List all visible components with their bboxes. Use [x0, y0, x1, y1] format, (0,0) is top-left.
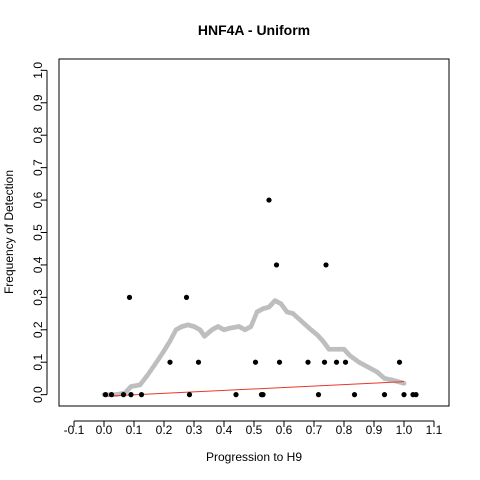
data-point [276, 359, 283, 365]
x-tick-label: -0.1 [64, 423, 85, 437]
data-point [401, 392, 407, 398]
x-tick-label: 0.1 [126, 423, 143, 437]
data-point [321, 359, 328, 365]
x-tick-label: 0.6 [276, 423, 293, 437]
x-tick-label: 0.7 [306, 423, 323, 437]
y-tick-label: 0.9 [31, 94, 45, 111]
data-point [333, 359, 340, 365]
data-point [351, 392, 358, 398]
plot-frame [58, 58, 450, 407]
data-point [167, 359, 173, 365]
x-axis-label: Progression to H9 [206, 450, 302, 464]
data-point [195, 359, 202, 365]
data-point [108, 392, 115, 398]
data-point [413, 392, 419, 398]
data-point [273, 262, 280, 268]
data-point [315, 392, 322, 398]
data-point [183, 294, 190, 300]
data-point [381, 392, 388, 398]
data-point [120, 392, 127, 398]
x-tick-label: 0.3 [186, 423, 203, 437]
y-tick-label: 0.6 [31, 191, 45, 208]
x-tick-label: 0.5 [246, 423, 263, 437]
x-tick-label: 0.0 [96, 423, 113, 437]
y-tick-label: 0.5 [31, 224, 45, 241]
chart-title: HNF4A - Uniform [198, 22, 310, 38]
y-axis-label: Frequency of Detection [2, 170, 16, 294]
y-tick-label: 0.0 [31, 386, 45, 403]
y-tick-label: 0.3 [31, 289, 45, 306]
data-point [396, 359, 403, 365]
x-tick-label: 1.0 [396, 423, 413, 437]
data-point [102, 392, 109, 398]
x-tick-label: 0.4 [216, 423, 233, 437]
data-point [252, 359, 259, 365]
x-tick-label: 0.8 [336, 423, 353, 437]
data-point [266, 197, 272, 203]
axes: -0.1 0.0 0.1 0.2 0.3 0.4 0.5 0.6 0.7 0.8 0.9 1.0 1.1… [31, 58, 450, 437]
data-point [233, 392, 239, 398]
data-point [126, 294, 133, 300]
regression-line [103, 381, 405, 397]
y-tick-label: 0.1 [31, 354, 45, 371]
x-tick-label: 1.1 [426, 423, 443, 437]
data-point [186, 392, 193, 398]
plot-area [101, 197, 419, 398]
x-tick-label: 0.2 [156, 423, 173, 437]
y-tick-label: 1.0 [31, 62, 45, 79]
data-point [260, 392, 266, 398]
y-tick-label: 0.2 [31, 321, 45, 338]
data-point [138, 392, 145, 398]
y-tick-label: 0.8 [31, 127, 45, 144]
x-tick-label: 0.9 [366, 423, 383, 437]
y-tick-label: 0.4 [31, 256, 45, 273]
data-point [128, 392, 134, 398]
data-point [323, 262, 329, 268]
data-point [342, 359, 349, 365]
data-point [305, 359, 311, 365]
y-tick-label: 0.7 [31, 159, 45, 176]
